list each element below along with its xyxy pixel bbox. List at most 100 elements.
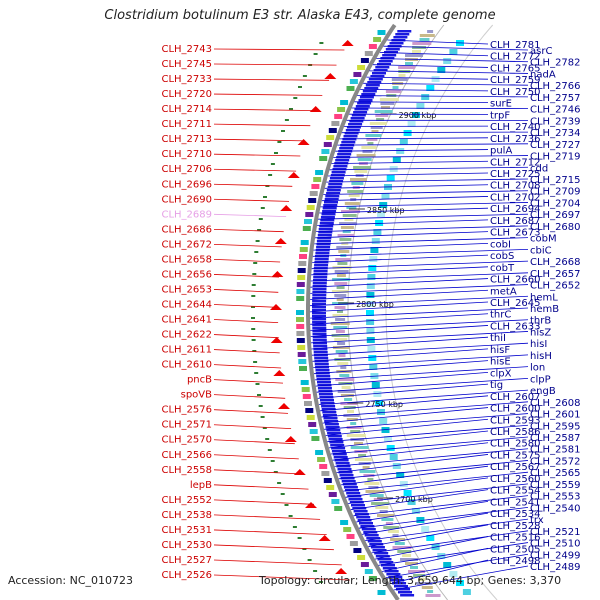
left-leader-line (213, 138, 306, 142)
forward-cds (361, 93, 376, 96)
reverse-cds-arrow (324, 73, 337, 79)
reverse-cds-arrow (270, 337, 283, 343)
forward-cds (363, 531, 378, 534)
left-leader-line (213, 93, 323, 96)
forward-cds (312, 291, 327, 294)
right-leader-line (319, 207, 489, 214)
outer-feature-mark (323, 142, 332, 147)
forward-cds (346, 492, 361, 495)
gc-content-bar (354, 458, 372, 461)
rna-feature (293, 97, 298, 99)
reverse-cds-arrow (273, 370, 286, 376)
left-leader-line (213, 484, 309, 490)
outer-feature-mark (343, 527, 352, 532)
rna-feature (251, 339, 256, 341)
gc-skew-block (366, 301, 375, 307)
right-gene-label: CLH_2715 (530, 175, 581, 186)
gc-content-bar (392, 86, 399, 89)
right-gene-label: CLH_2541 (490, 497, 541, 508)
right-gene-label: thrC (490, 310, 511, 321)
right-gene-label: CLH_2528 (490, 521, 541, 532)
right-leader-line (312, 248, 529, 257)
outer-feature-mark (326, 485, 335, 490)
gc-content-bar (373, 498, 383, 501)
gc-skew-block (421, 94, 430, 100)
right-leader-line (317, 383, 489, 399)
right-gene-label: CLH_2516 (490, 533, 541, 544)
right-gene-label: CLH_2725 (490, 169, 541, 180)
forward-cds (360, 525, 375, 528)
forward-cds (338, 471, 353, 474)
outer-feature-mark (297, 268, 306, 273)
rna-feature (292, 526, 297, 528)
right-leader-line (310, 319, 529, 331)
forward-cds (313, 351, 328, 354)
outer-feature-mark (315, 450, 324, 455)
gc-content-bar (332, 314, 348, 317)
left-leader-line (213, 424, 292, 429)
gc-content-bar (336, 298, 344, 301)
right-gene-label: thrB (530, 316, 551, 327)
gc-content-bar (412, 42, 432, 45)
outer-feature-mark (319, 464, 328, 469)
right-gene-label: CLH_2702 (490, 192, 541, 203)
forward-cds (312, 330, 327, 333)
forward-cds (341, 141, 356, 144)
gc-content-bar (408, 570, 425, 573)
forward-cds (313, 270, 328, 273)
rna-feature (284, 119, 289, 121)
forward-cds (315, 249, 330, 252)
forward-cds (316, 240, 331, 243)
right-gene-label: trpF (490, 110, 510, 121)
right-gene-label: tig (490, 380, 503, 391)
outer-feature-mark (299, 366, 307, 371)
rna-feature (281, 130, 285, 132)
gc-content-bar (342, 230, 351, 233)
forward-cds (382, 54, 397, 57)
forward-cds (312, 288, 327, 291)
outer-feature-mark (360, 58, 369, 63)
right-leader-line (337, 143, 529, 146)
right-gene-label: hemL (530, 292, 558, 303)
forward-cds (322, 411, 337, 414)
rna-feature (251, 317, 255, 319)
forward-cds (332, 168, 347, 171)
outer-feature-mark (357, 65, 366, 70)
gc-content-bar (376, 118, 385, 121)
forward-cds (361, 528, 376, 531)
right-leader-line (350, 489, 489, 511)
right-gene-label: CLH_2750 (490, 87, 541, 98)
gc-content-bar (335, 318, 346, 321)
right-leader-line (393, 565, 529, 591)
right-leader-line (387, 39, 489, 45)
forward-cds (342, 483, 357, 486)
outer-feature-mark (323, 478, 332, 483)
gc-content-bar (337, 362, 349, 365)
gc-content-bar (418, 578, 426, 581)
gc-content-bar (366, 138, 378, 141)
gc-content-bar (334, 338, 348, 341)
left-gene-label: CLH_2690 (161, 194, 212, 205)
gc-content-bar (354, 442, 363, 445)
gc-skew-block (366, 292, 375, 298)
gc-content-bar (362, 150, 373, 153)
right-gene-label: hemB (530, 304, 559, 315)
forward-cds (370, 546, 385, 549)
left-gene-label: CLH_2566 (161, 450, 212, 461)
gc-content-bar (340, 226, 354, 229)
right-gene-label: CLH_2540 (530, 503, 581, 514)
left-leader-line (213, 439, 295, 445)
gc-content-bar (364, 482, 380, 485)
gc-content-bar (397, 550, 412, 553)
right-leader-line (310, 278, 489, 288)
rna-feature (262, 427, 267, 429)
forward-cds (314, 264, 329, 267)
left-leader-line (213, 274, 280, 278)
right-leader-line (385, 553, 529, 578)
gc-skew-block (449, 49, 458, 55)
right-leader-line (320, 202, 529, 208)
gc-skew-block (407, 499, 416, 505)
reverse-cds-arrow (287, 172, 300, 178)
right-leader-line (310, 313, 489, 325)
left-leader-line (213, 559, 342, 566)
